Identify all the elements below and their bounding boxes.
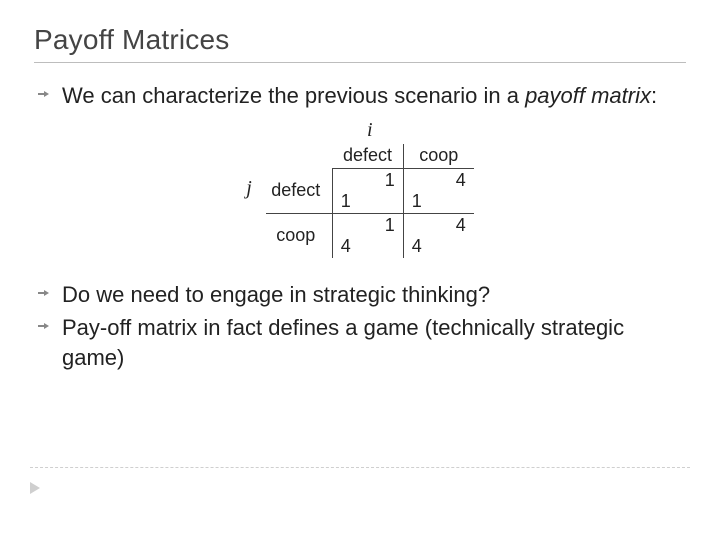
table-row: defect 1 1 4 1 <box>266 168 474 213</box>
col-header-defect: defect <box>332 144 403 169</box>
bullet-2-text: Do we need to engage in strategic thinki… <box>62 282 490 307</box>
page-title: Payoff Matrices <box>34 24 686 56</box>
col-header-coop: coop <box>403 144 474 169</box>
cell-1-1-i: 4 <box>456 215 466 236</box>
bullet-1-trail: : <box>651 83 657 108</box>
payoff-table: defect coop defect 1 1 4 1 <box>266 144 474 258</box>
cell-1-0-i: 1 <box>385 215 395 236</box>
bullet-1-em: payoff matrix <box>525 83 651 108</box>
bullet-item-3: Pay-off matrix in fact defines a game (t… <box>34 313 686 372</box>
bullet-1-lead: We can characterize the previous scenari… <box>62 83 525 108</box>
bullet-icon <box>38 292 48 294</box>
cell-0-1-i: 4 <box>456 170 466 191</box>
slide: Payoff Matrices We can characterize the … <box>0 0 720 540</box>
bullet-icon <box>38 325 48 327</box>
payoff-matrix-region: j i defect coop defect 1 1 <box>34 119 686 258</box>
title-underline <box>34 62 686 63</box>
cell-0-0-j: 1 <box>341 191 351 212</box>
cell-0-1-j: 1 <box>412 191 422 212</box>
bullet-list-2: Do we need to engage in strategic thinki… <box>34 280 686 373</box>
cell-1-1: 4 4 <box>403 213 474 258</box>
footer-separator <box>30 467 690 468</box>
bullet-item-2: Do we need to engage in strategic thinki… <box>34 280 686 310</box>
cell-0-0: 1 1 <box>332 168 403 213</box>
payoff-matrix-column: i defect coop defect 1 1 4 <box>266 119 474 258</box>
i-axis-label: i <box>367 119 373 142</box>
cell-1-0: 1 4 <box>332 213 403 258</box>
bullet-list: We can characterize the previous scenari… <box>34 81 686 111</box>
corner-cell <box>266 144 333 169</box>
bullet-icon <box>38 93 48 95</box>
row-header-defect: defect <box>266 168 333 213</box>
cell-1-0-j: 4 <box>341 236 351 257</box>
bullet-item-1: We can characterize the previous scenari… <box>34 81 686 111</box>
payoff-matrix-inner: j i defect coop defect 1 1 <box>246 119 474 258</box>
cell-1-1-j: 4 <box>412 236 422 257</box>
bullet-3-text: Pay-off matrix in fact defines a game (t… <box>62 315 624 370</box>
table-row: coop 1 4 4 4 <box>266 213 474 258</box>
cell-0-0-i: 1 <box>385 170 395 191</box>
j-axis-label: j <box>246 177 252 200</box>
row-header-coop: coop <box>266 213 333 258</box>
header-row: defect coop <box>266 144 474 169</box>
cell-0-1: 4 1 <box>403 168 474 213</box>
nav-play-icon <box>30 482 40 494</box>
